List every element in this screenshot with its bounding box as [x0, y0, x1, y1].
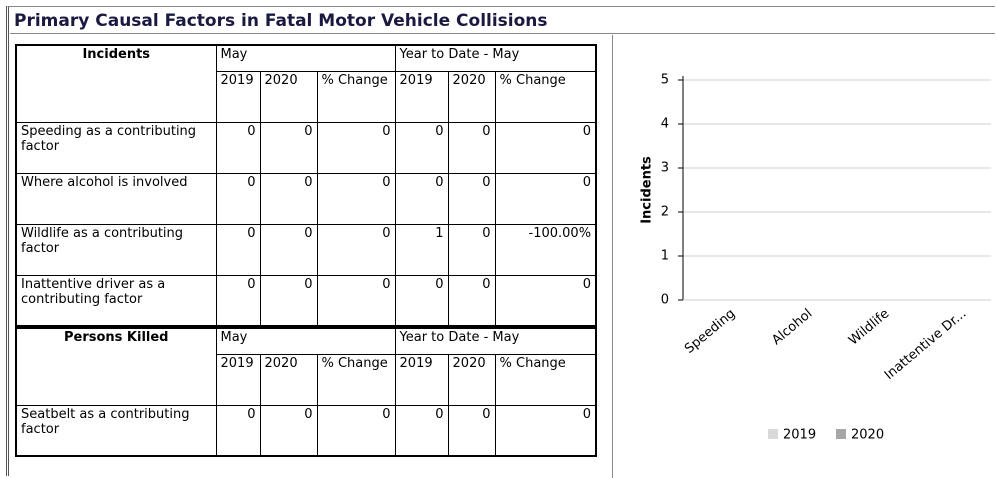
subheader-row: 2019 2020% Change 2019 2020% Change [16, 70, 597, 123]
cell-value: 0 [447, 121, 496, 174]
row-label: Inattentive driver as a contributing fac… [15, 274, 217, 327]
cell-value: 0 [215, 172, 261, 225]
y-tick-label: 2 [661, 205, 669, 220]
tables: Incidents May Year to Date - May 2019 2020% … [15, 44, 598, 457]
data-row: Wildlife as a contributing factor 0 0 0 1 0 -1… [15, 223, 597, 276]
column-header: 2019 [394, 353, 449, 406]
legend-swatch [768, 429, 778, 439]
cell-value: 0 [215, 274, 261, 327]
cell-value: 0 [259, 223, 318, 276]
x-tick-label: Speeding [682, 306, 738, 357]
column-header: 2019 [215, 353, 261, 406]
cell-value: 0 [494, 404, 597, 457]
cell-value: 0 [316, 274, 396, 327]
cell-value: 0 [316, 172, 396, 225]
column-header: 2020 [447, 70, 496, 123]
cell-value: 0 [447, 223, 496, 276]
cell-value: 0 [215, 121, 261, 174]
column-header: 2019 [215, 70, 261, 123]
column-header: % Change [316, 353, 396, 406]
data-row: Speeding as a contributing factor 0 0 0 0 0 0 [15, 121, 597, 174]
divider [612, 35, 613, 478]
data-row: Seatbelt as a contributing factor 0 0 0 0 0 0 [15, 404, 597, 457]
column-header: % Change [316, 70, 396, 123]
data-row: Where alcohol is involved 0 0 0 0 0 0 [15, 172, 597, 225]
cell-value: 0 [447, 404, 496, 457]
row-label: Speeding as a contributing factor [15, 121, 217, 174]
y-tick-label: 4 [661, 117, 669, 132]
x-tick-label: Inattentive Dr... [882, 306, 969, 383]
period-header: Year to Date - May [394, 327, 597, 355]
cell-value: -100.00% [494, 223, 597, 276]
data-table: Persons Killed May Year to Date - May 2019 2… [15, 327, 598, 457]
cell-value: 0 [259, 121, 318, 174]
cell-value: 0 [316, 223, 396, 276]
column-header: % Change [494, 70, 597, 123]
cell-value: 0 [394, 121, 449, 174]
report-title: Primary Causal Factors in Fatal Motor Ve… [10, 8, 995, 34]
cell-value: 0 [394, 172, 449, 225]
section-label: Persons Killed [15, 327, 217, 406]
period-header: May [215, 44, 396, 72]
column-header: 2020 [259, 70, 318, 123]
cell-value: 0 [494, 274, 597, 327]
cell-value: 0 [316, 404, 396, 457]
cell-value: 0 [494, 172, 597, 225]
period-header: Year to Date - May [394, 44, 597, 72]
data-row: Inattentive driver as a contributing fac… [15, 274, 597, 327]
column-header: 2019 [394, 70, 449, 123]
cell-value: 1 [394, 223, 449, 276]
cell-value: 0 [215, 404, 261, 457]
column-header: % Change [494, 353, 597, 406]
cell-value: 0 [447, 172, 496, 225]
legend-label: 2020 [851, 428, 884, 443]
y-axis-label: Incidents [640, 156, 655, 224]
data-table: Incidents May Year to Date - May 2019 2020% … [15, 44, 598, 327]
cell-value: 0 [259, 404, 318, 457]
cell-value: 0 [259, 172, 318, 225]
frame [6, 6, 995, 476]
y-tick-label: 5 [661, 73, 669, 88]
section-label: Incidents [15, 44, 217, 123]
row-label: Wildlife as a contributing factor [15, 223, 217, 276]
header-row: Incidents May Year to Date - May [15, 44, 597, 123]
y-tick-label: 3 [661, 161, 669, 176]
row-label: Seatbelt as a contributing factor [15, 404, 217, 457]
cell-value: 0 [447, 274, 496, 327]
x-tick-label: Alcohol [769, 306, 815, 348]
period-header: May [215, 327, 396, 355]
cell-value: 0 [494, 121, 597, 174]
y-tick-label: 0 [661, 293, 669, 308]
x-tick-label: Wildlife [846, 306, 892, 348]
legend-swatch [836, 429, 846, 439]
y-tick-label: 1 [661, 249, 669, 264]
cell-value: 0 [394, 274, 449, 327]
legend-label: 2019 [783, 428, 816, 443]
cell-value: 0 [394, 404, 449, 457]
cell-value: 0 [259, 274, 318, 327]
column-header: 2020 [259, 353, 318, 406]
column-header: 2020 [447, 353, 496, 406]
cell-value: 0 [215, 223, 261, 276]
row-label: Where alcohol is involved [15, 172, 217, 225]
chart: 0 1 2 3 4 5 Incidents Speeding Alcohol WildlifeIn… [640, 73, 991, 443]
header-row: Persons Killed May Year to Date - May [15, 327, 597, 406]
cell-value: 0 [316, 121, 396, 174]
